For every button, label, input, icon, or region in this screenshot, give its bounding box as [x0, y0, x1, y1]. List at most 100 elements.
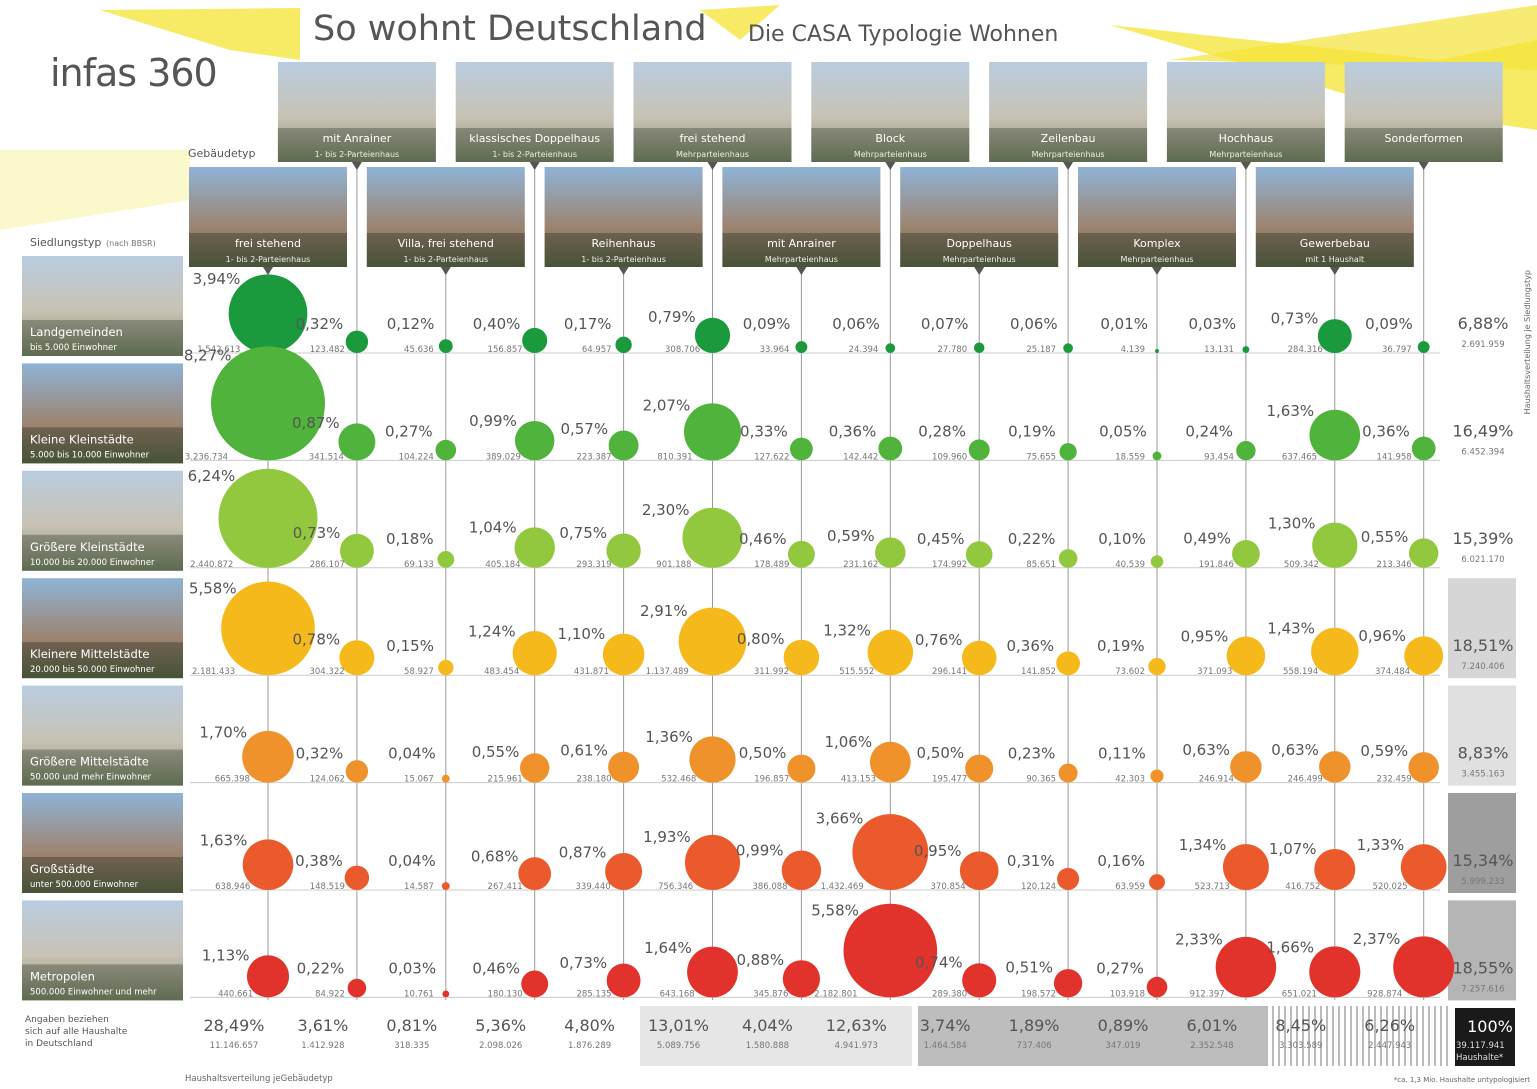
bubble — [1400, 844, 1447, 890]
building-photo — [722, 167, 881, 267]
value-label: 1,10% — [558, 625, 606, 643]
header-pointer — [263, 267, 273, 275]
column-header: mit Anrainer — [323, 132, 392, 145]
value-label: 3,66% — [816, 810, 864, 828]
count-label: 142.442 — [843, 452, 878, 462]
column-total: 0,89% — [1098, 1016, 1149, 1035]
value-label: 0,05% — [1099, 422, 1147, 440]
bubble — [435, 439, 457, 461]
row-label: Großstädte — [30, 862, 94, 876]
column-header: frei stehend — [680, 132, 746, 145]
row-label-note: 10.000 bis 20.000 Einwohner — [30, 558, 155, 568]
value-label: 0,63% — [1271, 741, 1319, 759]
column-header: frei stehend — [235, 237, 301, 250]
value-label: 0,04% — [388, 745, 436, 763]
count-label: 520.025 — [1373, 882, 1408, 892]
value-label: 1,07% — [1269, 840, 1317, 858]
value-label: 1,06% — [824, 733, 872, 751]
header-label-bg — [811, 128, 970, 162]
count-label: 285.135 — [576, 989, 611, 999]
count-label: 109.960 — [932, 452, 967, 462]
row-total: 18,55% — [1452, 958, 1513, 977]
header-label-bg — [900, 233, 1059, 267]
bubble — [1059, 443, 1077, 461]
count-label: 127.622 — [754, 452, 789, 462]
column-total-count: 2.352.548 — [1190, 1041, 1233, 1051]
row-photo — [22, 256, 183, 356]
count-label: 370.854 — [931, 882, 966, 892]
count-label: 15.067 — [404, 775, 434, 785]
bubble — [1404, 636, 1444, 676]
count-label: 36.797 — [1382, 345, 1412, 355]
bubble — [1149, 874, 1165, 890]
bubble — [347, 978, 367, 998]
count-label: 308.706 — [665, 345, 700, 355]
column-total-count: 1.876.289 — [568, 1041, 611, 1051]
value-label: 0,76% — [915, 631, 963, 649]
row-photo — [22, 900, 183, 1001]
bubble — [606, 533, 641, 568]
count-label: 93.454 — [1204, 452, 1234, 462]
count-label: 104.224 — [399, 452, 434, 462]
count-label: 371.093 — [1197, 667, 1232, 677]
row-total-count: 6.021.170 — [1461, 555, 1504, 565]
count-label: 509.342 — [1284, 560, 1319, 570]
row-total: 6,88% — [1458, 314, 1509, 333]
row-label: Metropolen — [30, 969, 95, 983]
bubble — [518, 857, 552, 891]
count-label: 24.394 — [849, 345, 879, 355]
count-label: 215.961 — [488, 775, 523, 785]
chart-title: So wohnt Deutschland — [313, 9, 707, 49]
header-label-bg — [1166, 128, 1325, 162]
count-label: 374.484 — [1375, 667, 1410, 677]
building-photo — [811, 62, 970, 162]
totals-bg — [640, 1006, 912, 1066]
count-label: 141.852 — [1021, 667, 1056, 677]
bubble — [1053, 969, 1083, 998]
bubble — [843, 903, 938, 998]
count-label: 293.319 — [576, 560, 611, 570]
value-label: 0,55% — [1361, 528, 1409, 546]
value-label: 0,24% — [1185, 422, 1233, 440]
count-label: 756.346 — [658, 882, 693, 892]
value-label: 0,49% — [1183, 530, 1231, 548]
header-label-bg — [277, 128, 436, 162]
row-photo — [22, 470, 183, 571]
building-photo — [189, 167, 347, 267]
value-label: 2,07% — [643, 396, 691, 414]
row-label-note: unter 500.000 Einwohner — [30, 880, 139, 890]
row-label-bg — [22, 427, 183, 464]
row-label: Landgemeinden — [30, 325, 123, 339]
row-label: Kleine Kleinstädte — [30, 432, 134, 446]
building-photo — [1255, 167, 1414, 267]
bubble — [973, 342, 985, 353]
count-label: 2.440.872 — [190, 560, 233, 570]
count-label: 311.992 — [754, 667, 789, 677]
count-label: 45.636 — [404, 345, 434, 355]
bubble — [787, 754, 816, 783]
count-label: 232.459 — [1377, 775, 1412, 785]
count-label: 386.088 — [752, 882, 787, 892]
row-total: 15,39% — [1452, 529, 1513, 548]
count-label: 120.124 — [1021, 882, 1056, 892]
count-label: 431.871 — [574, 667, 609, 677]
count-label: 69.133 — [404, 560, 434, 570]
count-label: 928.874 — [1367, 989, 1402, 999]
bubble — [1393, 936, 1455, 998]
header-label-bg — [1344, 128, 1503, 162]
bubble — [437, 550, 455, 568]
row-photo — [22, 793, 183, 893]
bubble — [1411, 436, 1436, 461]
value-label: 0,01% — [1100, 315, 1148, 333]
bubble — [442, 990, 450, 998]
row-photo — [22, 363, 183, 464]
count-label: 40.539 — [1115, 560, 1145, 570]
column-total-count: 2.447.943 — [1368, 1041, 1411, 1051]
value-label: 0,73% — [559, 954, 607, 972]
column-total-count: 1.580.888 — [746, 1041, 789, 1051]
value-label: 3,94% — [193, 270, 241, 288]
count-label: 25.187 — [1026, 345, 1056, 355]
value-label: 0,74% — [915, 954, 963, 972]
value-label: 0,22% — [1008, 530, 1056, 548]
column-total: 1,89% — [1009, 1016, 1060, 1035]
